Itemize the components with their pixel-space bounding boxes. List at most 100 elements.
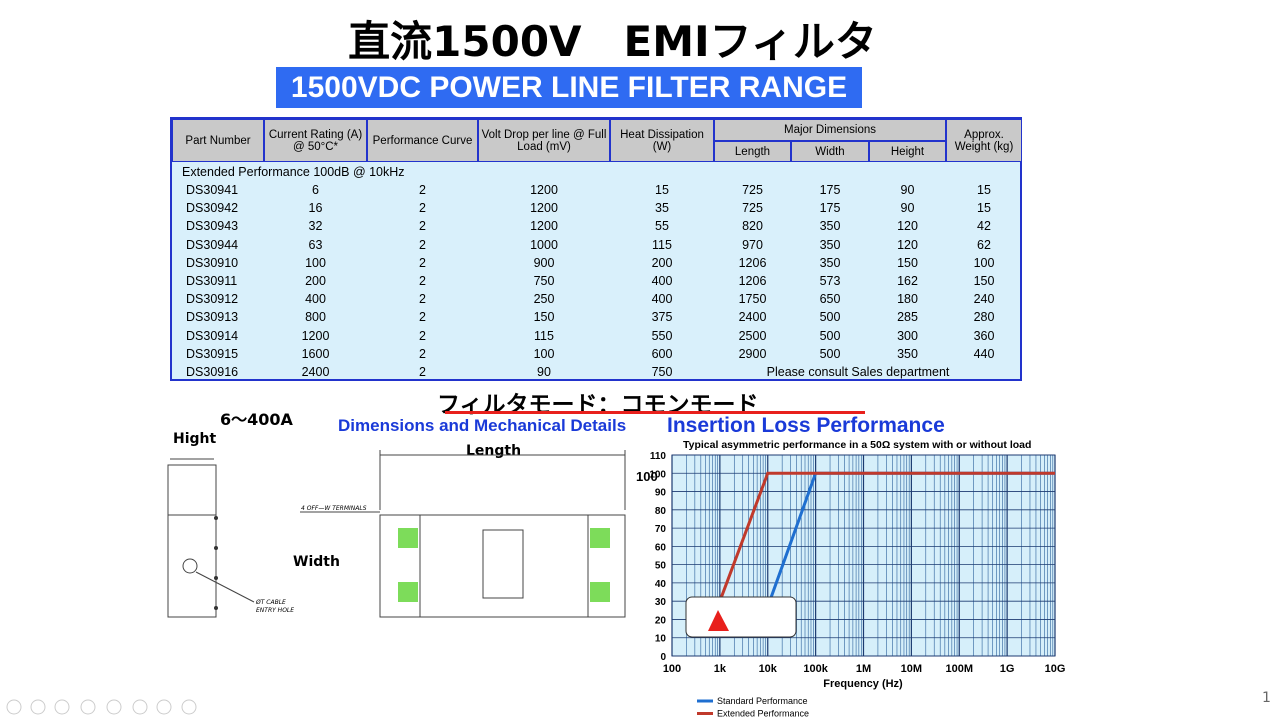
table-cell: DS30915 bbox=[186, 346, 239, 361]
table-cell: 600 bbox=[651, 346, 673, 361]
y-tick-label: 80 bbox=[655, 506, 667, 517]
table-cell: 120 bbox=[897, 237, 918, 252]
table-cell: 2 bbox=[419, 310, 426, 325]
x-tick-label: 100k bbox=[803, 663, 828, 675]
y-tick-label: 20 bbox=[655, 615, 667, 626]
table-cell: 400 bbox=[305, 292, 326, 307]
table-cell: 35 bbox=[655, 201, 669, 216]
table-cell: 550 bbox=[651, 328, 673, 343]
table-cell: 2 bbox=[419, 365, 426, 379]
x-axis-label: Frequency (Hz) bbox=[823, 678, 903, 690]
table-cell: 100 bbox=[305, 255, 326, 270]
table-cell: 2400 bbox=[738, 310, 767, 325]
table-cell: 375 bbox=[651, 310, 673, 325]
table-cell: 725 bbox=[742, 201, 763, 216]
table-cell: 240 bbox=[973, 292, 995, 307]
table-cell: DS30943 bbox=[186, 219, 239, 234]
table-cell: 400 bbox=[651, 274, 673, 288]
x-tick-label: 10M bbox=[901, 663, 922, 675]
hole-note: ENTRY HOLE bbox=[256, 607, 295, 614]
table-cell: 300 bbox=[897, 328, 918, 343]
table-cell: 175 bbox=[819, 201, 841, 216]
table-cell: 2 bbox=[419, 237, 426, 252]
table-cell: 1200 bbox=[301, 328, 330, 343]
table-cell: 200 bbox=[651, 255, 673, 270]
table-cell: 440 bbox=[973, 346, 995, 361]
table-cell: 1600 bbox=[301, 346, 330, 361]
table-cell: 573 bbox=[819, 274, 841, 288]
height-label: Hight bbox=[173, 431, 217, 447]
side-view bbox=[167, 458, 255, 618]
table-cell: Please consult Sales department bbox=[766, 365, 950, 379]
table-cell: 2 bbox=[419, 292, 426, 307]
table-cell: 900 bbox=[533, 255, 555, 270]
legend-label: Extended Performance bbox=[717, 709, 809, 719]
table-cell: 2400 bbox=[301, 365, 330, 379]
table-cell: 1206 bbox=[738, 255, 767, 270]
table-cell: 150 bbox=[533, 310, 555, 325]
annotation: 100 bbox=[636, 469, 658, 484]
x-tick-label: 100M bbox=[945, 663, 973, 675]
table-cell: 2900 bbox=[738, 346, 767, 361]
drawing-title: Dimensions and Mechanical Details bbox=[338, 416, 627, 435]
table-cell: 6 bbox=[312, 183, 319, 197]
x-tick-label: 10G bbox=[1045, 663, 1066, 675]
table-cell: 63 bbox=[308, 237, 323, 252]
table-cell: 62 bbox=[977, 237, 991, 252]
table-cell: 2 bbox=[419, 328, 426, 343]
table-cell: 2 bbox=[419, 183, 426, 197]
table-cell: 162 bbox=[897, 274, 918, 288]
table-cell: 15 bbox=[977, 183, 991, 197]
table-cell: 800 bbox=[305, 310, 326, 325]
y-tick-label: 50 bbox=[655, 561, 667, 572]
table-cell: DS30942 bbox=[186, 201, 239, 216]
x-tick-label: 1M bbox=[856, 663, 871, 675]
table-cell: 90 bbox=[900, 201, 915, 216]
column-subheader: Height bbox=[869, 141, 946, 162]
spec-table: Part Number Current Rating (A) @ 50°C* Per… bbox=[170, 117, 1022, 381]
table-cell: 115 bbox=[534, 328, 554, 343]
table-cell: DS30913 bbox=[186, 310, 239, 325]
column-header: Volt Drop per line @ Full Load (mV) bbox=[478, 119, 610, 162]
table-cell: 400 bbox=[651, 292, 673, 307]
table-cell: 90 bbox=[900, 183, 915, 197]
table-cell: 2500 bbox=[738, 328, 767, 343]
table-cell: 32 bbox=[308, 219, 323, 234]
column-subheader: Length bbox=[714, 141, 791, 162]
underline bbox=[445, 411, 865, 414]
column-header: Current Rating (A) @ 50°C* bbox=[264, 119, 367, 162]
terminals-note: 4 OFF—W TERMINALS bbox=[301, 505, 367, 512]
table-cell: 55 bbox=[655, 219, 669, 234]
side-terminals bbox=[214, 516, 218, 610]
y-tick-label: 0 bbox=[660, 652, 666, 663]
y-tick-label: 30 bbox=[655, 597, 667, 608]
table-cell: DS30911 bbox=[186, 274, 238, 288]
table-cell: 2 bbox=[419, 346, 426, 361]
table-cell: 200 bbox=[305, 274, 326, 288]
page-number: 1 bbox=[1262, 690, 1271, 706]
table-cell: 2 bbox=[419, 255, 426, 270]
table-cell: 2 bbox=[419, 201, 426, 216]
table-cell: 500 bbox=[819, 346, 841, 361]
column-header: Major Dimensions bbox=[714, 119, 946, 141]
table-cell: 2 bbox=[419, 219, 426, 234]
table-cell: 1200 bbox=[530, 219, 558, 234]
table-cell: 750 bbox=[533, 274, 555, 288]
front-terminals bbox=[398, 528, 610, 602]
hole-note: ØT CABLE bbox=[256, 599, 286, 606]
column-header: Approx. Weight (kg) bbox=[946, 119, 1022, 162]
table-cell: 750 bbox=[651, 365, 673, 379]
x-tick-label: 1G bbox=[1000, 663, 1015, 675]
marker-triangle bbox=[708, 610, 729, 631]
table-cell: 16 bbox=[308, 201, 323, 216]
y-tick-label: 90 bbox=[655, 488, 667, 499]
annotation-box bbox=[685, 596, 797, 638]
y-tick-label: 100 bbox=[649, 469, 666, 480]
table-cell: DS30914 bbox=[186, 328, 239, 343]
column-header: Performance Curve bbox=[367, 119, 478, 162]
column-header: Part Number bbox=[172, 119, 264, 162]
table-cell: 1750 bbox=[738, 292, 767, 307]
table-cell: 250 bbox=[533, 292, 555, 307]
table-cell: 280 bbox=[973, 310, 995, 325]
chart: 0 10 20 30 40 50 60 70 80 90 100 110 100 1k 10k 100k 1M 1… bbox=[636, 451, 1065, 719]
